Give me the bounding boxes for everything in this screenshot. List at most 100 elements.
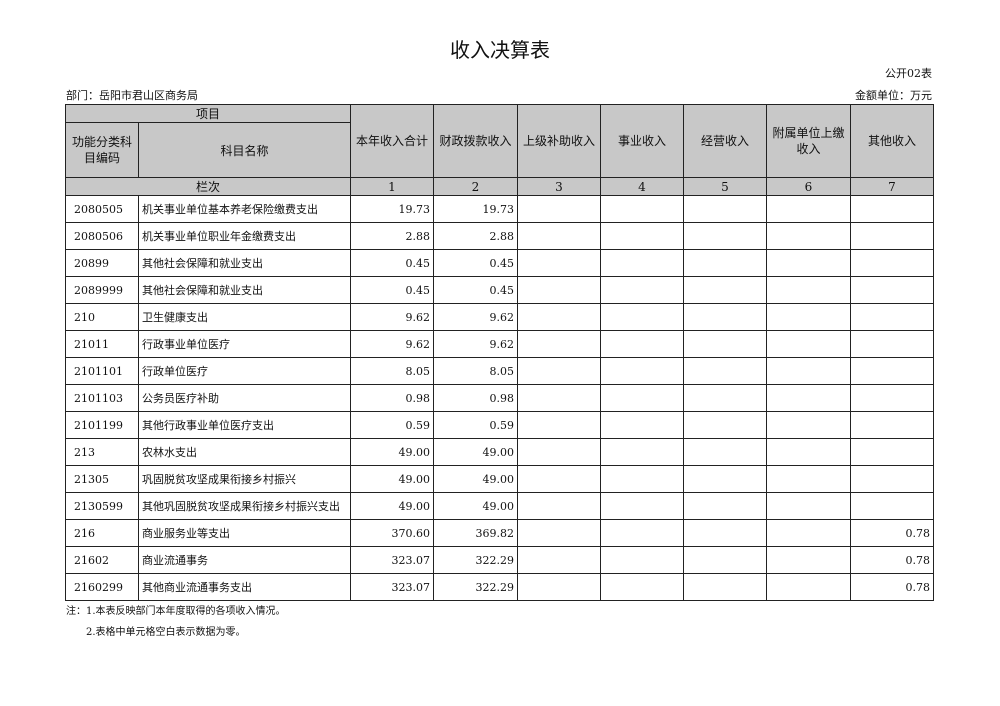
row-value: 49.00 xyxy=(433,438,518,466)
row-value xyxy=(683,357,767,385)
row-value xyxy=(850,384,934,412)
row-value: 0.78 xyxy=(850,519,934,547)
income-table: 项目 本年收入合计 财政拨款收入 上级补助收入 事业收入 经营收入 附属单位上缴… xyxy=(65,104,934,601)
table-row: 2089999 其他社会保障和就业支出 0.45 0.45 xyxy=(65,276,934,304)
row-value xyxy=(600,276,684,304)
row-value xyxy=(600,357,684,385)
row-value: 0.98 xyxy=(350,384,434,412)
row-name: 卫生健康支出 xyxy=(138,303,351,331)
row-value xyxy=(600,573,684,601)
row-value xyxy=(850,249,934,277)
table-row: 2101103 公务员医疗补助 0.98 0.98 xyxy=(65,384,934,412)
row-value xyxy=(517,519,601,547)
row-value: 370.60 xyxy=(350,519,434,547)
row-value xyxy=(517,357,601,385)
row-value: 49.00 xyxy=(350,492,434,520)
row-value xyxy=(600,465,684,493)
row-value: 0.45 xyxy=(433,249,518,277)
row-value: 2.88 xyxy=(350,222,434,250)
row-value: 323.07 xyxy=(350,573,434,601)
note-1: 注：1.本表反映部门本年度取得的各项收入情况。 xyxy=(66,606,286,617)
row-value xyxy=(600,411,684,439)
table-row: 2080505 机关事业单位基本养老保险缴费支出 19.73 19.73 xyxy=(65,195,934,223)
row-value xyxy=(766,330,851,358)
row-value xyxy=(766,465,851,493)
row-name: 行政事业单位医疗 xyxy=(138,330,351,358)
row-name: 机关事业单位职业年金缴费支出 xyxy=(138,222,351,250)
row-value xyxy=(517,492,601,520)
row-value xyxy=(600,330,684,358)
row-value xyxy=(683,411,767,439)
row-value: 49.00 xyxy=(433,465,518,493)
row-value xyxy=(683,384,767,412)
row-value xyxy=(683,249,767,277)
table-row: 2101199 其他行政事业单位医疗支出 0.59 0.59 xyxy=(65,411,934,439)
row-value: 322.29 xyxy=(433,573,518,601)
row-value xyxy=(683,438,767,466)
row-value xyxy=(683,222,767,250)
row-value xyxy=(517,465,601,493)
row-code: 213 xyxy=(65,438,139,466)
row-value: 9.62 xyxy=(350,303,434,331)
row-value xyxy=(850,276,934,304)
row-name: 其他商业流通事务支出 xyxy=(138,573,351,601)
row-value xyxy=(517,384,601,412)
row-value: 9.62 xyxy=(350,330,434,358)
row-value xyxy=(683,546,767,574)
header-col: 上级补助收入 xyxy=(517,104,601,178)
row-code: 2101199 xyxy=(65,411,139,439)
row-value xyxy=(683,492,767,520)
row-value xyxy=(517,195,601,223)
row-name: 巩固脱贫攻坚成果衔接乡村振兴 xyxy=(138,465,351,493)
row-code: 2080505 xyxy=(65,195,139,223)
seq-number: 3 xyxy=(517,177,601,196)
table-row: 216 商业服务业等支出 370.60 369.82 0.78 xyxy=(65,519,934,547)
row-name: 商业流通事务 xyxy=(138,546,351,574)
row-value xyxy=(600,438,684,466)
row-code: 21011 xyxy=(65,330,139,358)
row-value: 9.62 xyxy=(433,303,518,331)
row-value: 322.29 xyxy=(433,546,518,574)
row-value xyxy=(766,411,851,439)
row-value xyxy=(517,546,601,574)
table-row: 2130599 其他巩固脱贫攻坚成果衔接乡村振兴支出 49.00 49.00 xyxy=(65,492,934,520)
row-code: 2089999 xyxy=(65,276,139,304)
row-value xyxy=(766,519,851,547)
row-value: 323.07 xyxy=(350,546,434,574)
table-row: 213 农林水支出 49.00 49.00 xyxy=(65,438,934,466)
row-name: 公务员医疗补助 xyxy=(138,384,351,412)
notes: 注：1.本表反映部门本年度取得的各项收入情况。 2.表格中单元格空白表示数据为零… xyxy=(66,601,286,643)
page-title: 收入决算表 xyxy=(450,38,550,62)
unit-label: 金额单位：万元 xyxy=(855,89,932,102)
row-code: 2080506 xyxy=(65,222,139,250)
row-value xyxy=(850,438,934,466)
row-value: 0.45 xyxy=(350,276,434,304)
row-value xyxy=(850,195,934,223)
row-value xyxy=(766,492,851,520)
row-code: 216 xyxy=(65,519,139,547)
form-number: 公开02表 xyxy=(885,67,932,80)
row-value xyxy=(600,519,684,547)
row-value: 19.73 xyxy=(433,195,518,223)
row-value xyxy=(683,195,767,223)
row-name: 行政单位医疗 xyxy=(138,357,351,385)
row-value: 0.45 xyxy=(350,249,434,277)
row-value xyxy=(683,519,767,547)
row-value xyxy=(850,222,934,250)
row-value xyxy=(600,492,684,520)
row-value xyxy=(600,249,684,277)
row-name: 农林水支出 xyxy=(138,438,351,466)
row-value: 369.82 xyxy=(433,519,518,547)
row-value xyxy=(850,330,934,358)
row-value xyxy=(683,573,767,601)
table-row: 2160299 其他商业流通事务支出 323.07 322.29 0.78 xyxy=(65,573,934,601)
row-code: 2101103 xyxy=(65,384,139,412)
row-value xyxy=(683,303,767,331)
row-value xyxy=(850,492,934,520)
row-value xyxy=(766,195,851,223)
row-code: 20899 xyxy=(65,249,139,277)
row-value: 9.62 xyxy=(433,330,518,358)
row-value xyxy=(517,573,601,601)
table-row: 2080506 机关事业单位职业年金缴费支出 2.88 2.88 xyxy=(65,222,934,250)
